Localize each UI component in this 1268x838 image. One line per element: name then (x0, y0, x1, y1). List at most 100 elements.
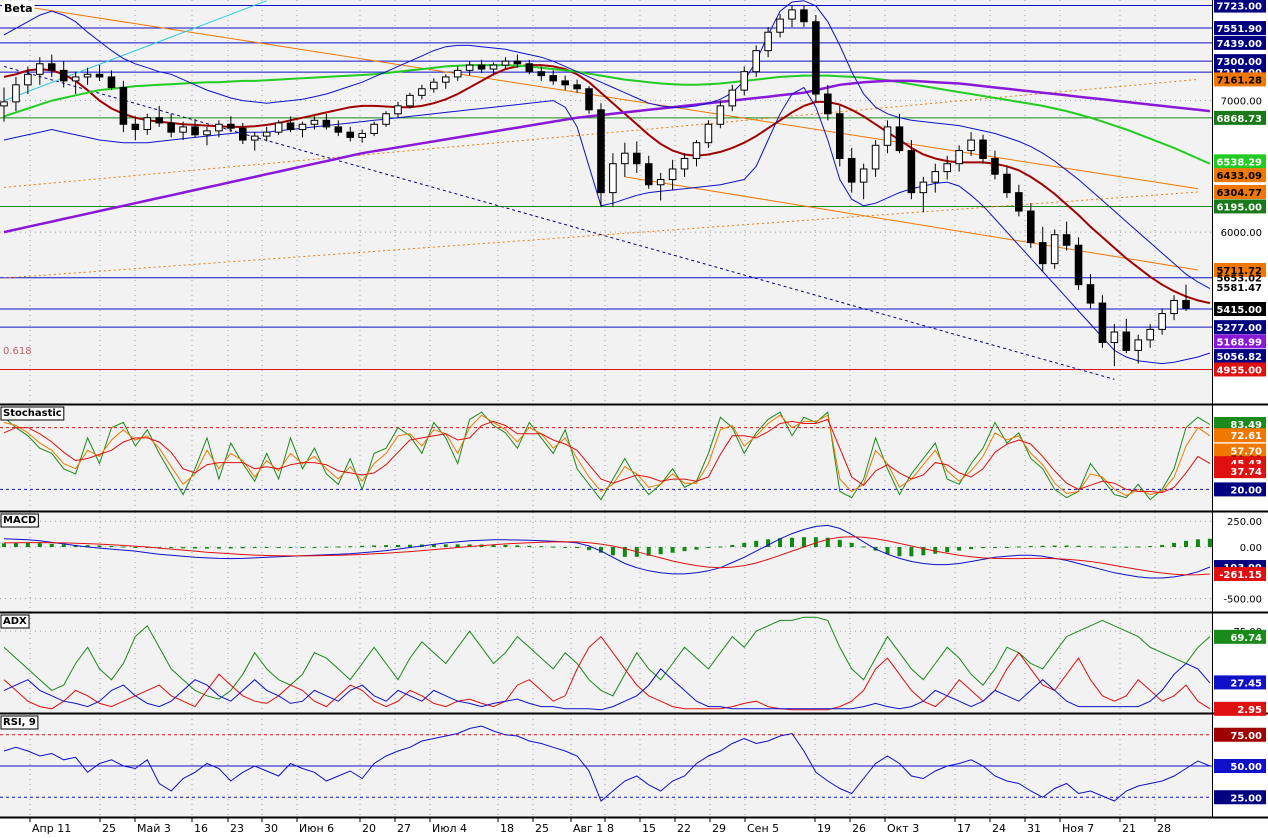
candle-body (441, 76, 450, 83)
adx-value-label: 69.74 (1230, 633, 1262, 644)
price-plot-bg (0, 0, 1212, 405)
blue-dotted-trend-line (3, 65, 1115, 380)
x-tick-label: 25 (535, 822, 549, 834)
candle-body (991, 157, 999, 175)
macd-histogram-bar (145, 547, 150, 549)
macd-histogram-bar (527, 545, 532, 548)
adx-series-line (3, 616, 1211, 700)
x-tick-label: Авг 1 (573, 822, 603, 834)
candle-body (239, 127, 247, 141)
candle-body (979, 139, 987, 159)
x-tick-label: 15 (642, 822, 656, 834)
bb-upper-line (3, 0, 1211, 290)
candle-body (334, 126, 343, 133)
macd-histogram-bar (1088, 546, 1093, 548)
macd-histogram-bar (133, 547, 138, 549)
candle-body (47, 63, 56, 71)
candle-body (1027, 210, 1035, 244)
candle-body (859, 168, 868, 183)
macd-series-line (3, 524, 1211, 579)
stochastic-value-label-bg (1214, 482, 1266, 497)
candle-body (1062, 234, 1071, 246)
macd-histogram-bar (646, 547, 651, 556)
macd-histogram-bar (252, 547, 257, 549)
candle-body (179, 126, 187, 133)
candle-body (668, 168, 677, 180)
macd-histogram-bar (610, 547, 615, 556)
price-label: 5277.00 (1216, 323, 1262, 334)
candle-body (764, 31, 772, 52)
candle-body (752, 50, 760, 73)
candle-body (1050, 234, 1059, 265)
macd-histogram-bar (384, 545, 389, 548)
candle-body (191, 126, 199, 136)
price-label: 7723.00 (1216, 2, 1262, 13)
bb-lower-line (3, 86, 1211, 365)
macd-histogram-bar (491, 544, 496, 548)
macd-histogram-bar (1052, 545, 1057, 548)
macd-y-tick: -500.00 (1223, 595, 1262, 606)
price-label-bg (1214, 154, 1266, 169)
price-label-bg (1214, 21, 1266, 36)
macd-histogram-bar (324, 546, 329, 548)
macd-histogram-bar (431, 544, 436, 548)
ma-green-line (3, 64, 1211, 165)
candle-body (250, 135, 259, 141)
rsi-panel-title: RSI, 9 (3, 717, 36, 728)
rsi-value-label: 25.00 (1230, 793, 1262, 804)
price-label-bg (1214, 262, 1266, 277)
price-label: 6868.73 (1216, 114, 1262, 125)
price-label: 6195.00 (1216, 202, 1262, 213)
x-tick-label: 29 (712, 822, 726, 834)
x-tick-label: 17 (957, 822, 971, 834)
candle-body (107, 76, 116, 88)
price-label: 6538.29 (1216, 157, 1262, 168)
candle-body (1158, 313, 1166, 330)
candle-body (740, 71, 749, 91)
macd-histogram-bar (348, 546, 353, 548)
macd-histogram-bar (825, 537, 830, 548)
macd-y-tick: 0.00 (1240, 543, 1262, 554)
candle-body (477, 64, 486, 70)
stochastic-value-label: 72.61 (1230, 431, 1262, 442)
stochastic-value-label: 20.00 (1230, 485, 1262, 496)
macd-histogram-bar (969, 547, 974, 550)
macd-histogram-bar (360, 545, 365, 548)
macd-histogram-bar (61, 544, 66, 548)
candle-body (95, 73, 104, 78)
macd-value-label: -261.15 (1219, 570, 1262, 581)
candle-body (0, 101, 8, 107)
candle-body (298, 123, 307, 131)
macd-histogram-bar (587, 547, 592, 551)
price-panel-title: Beta (4, 2, 33, 15)
macd-histogram-bar (1100, 546, 1105, 548)
price-label-bg (1214, 301, 1266, 316)
macd-histogram-bar (336, 546, 341, 548)
price-label-bg (1214, 320, 1266, 335)
macd-histogram-bar (575, 547, 580, 549)
macd-histogram-bar (706, 547, 711, 549)
candle-body (883, 126, 892, 146)
macd-histogram-bar (396, 544, 400, 548)
candle-body (418, 88, 426, 96)
x-tick-label: Сен 5 (747, 822, 779, 834)
adx-value-label-bg (1214, 701, 1266, 716)
x-tick-label: 25 (102, 822, 116, 834)
adx-series-line (3, 662, 1211, 711)
candle-body (465, 64, 474, 71)
macd-histogram-bar (1207, 538, 1212, 548)
macd-histogram-bar (264, 547, 269, 549)
candle-body (1170, 299, 1178, 315)
macd-histogram-bar (551, 546, 556, 548)
macd-histogram-bar (539, 546, 544, 548)
macd-histogram-bar (742, 542, 747, 548)
macd-histogram-bar (300, 547, 305, 549)
candle-body (800, 9, 808, 23)
candle-body (716, 105, 725, 125)
x-tick-label: Июн 6 (299, 822, 334, 834)
candle-body (967, 139, 975, 152)
macd-histogram-bar (37, 543, 42, 548)
x-tick-label: 23 (230, 822, 244, 834)
rsi-series-line (3, 725, 1211, 802)
